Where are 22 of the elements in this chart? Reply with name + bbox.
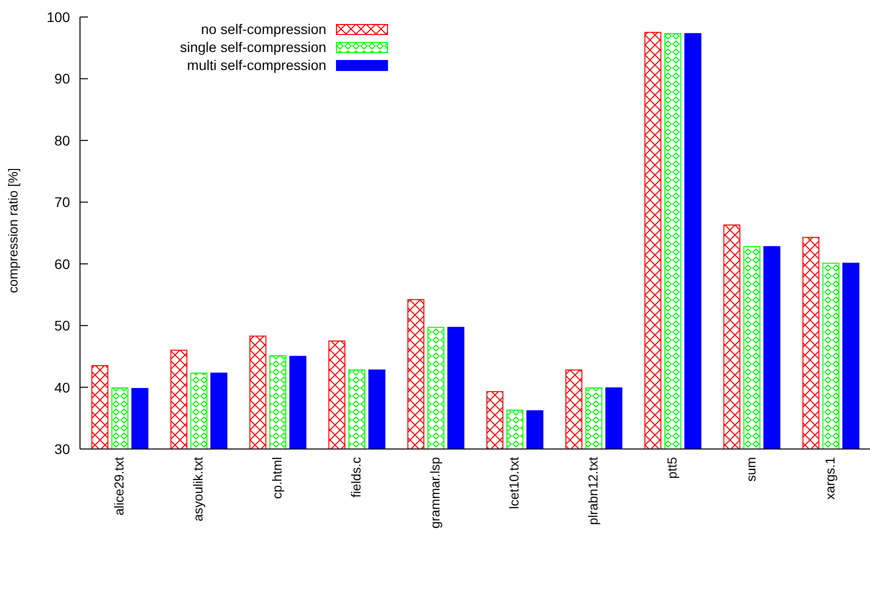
y-tick-label: 80 [54, 132, 70, 148]
y-tick-label: 70 [54, 194, 70, 210]
y-tick-label: 50 [54, 318, 70, 334]
x-tick-label: grammar.lsp [428, 457, 443, 529]
y-axis-title: compression ratio [%] [6, 168, 21, 293]
legend-label: no self-compression [201, 21, 326, 37]
x-tick-label: cp.html [270, 456, 285, 499]
x-tick-label: sum [744, 457, 759, 482]
x-tick-label: lcet10.txt [506, 456, 522, 510]
y-tick-label: 90 [54, 70, 70, 87]
y-tick-label: 100 [46, 8, 70, 25]
x-tick-label: xargs.1 [822, 457, 838, 500]
legend-label: multi self-compression [187, 57, 326, 73]
legend-label: single self-compression [180, 39, 326, 55]
x-tick-label: plrabn12.txt [586, 456, 601, 525]
x-tick-label: ptt5 [664, 457, 680, 479]
y-tick-label: 60 [54, 256, 70, 272]
y-tick-label: 30 [54, 440, 70, 457]
x-tick-label: fields.c [348, 456, 364, 498]
y-tick-label: 40 [54, 379, 70, 396]
x-tick-label: alice29.txt [112, 456, 127, 516]
x-tick-label: asyoulik.txt [190, 456, 206, 522]
